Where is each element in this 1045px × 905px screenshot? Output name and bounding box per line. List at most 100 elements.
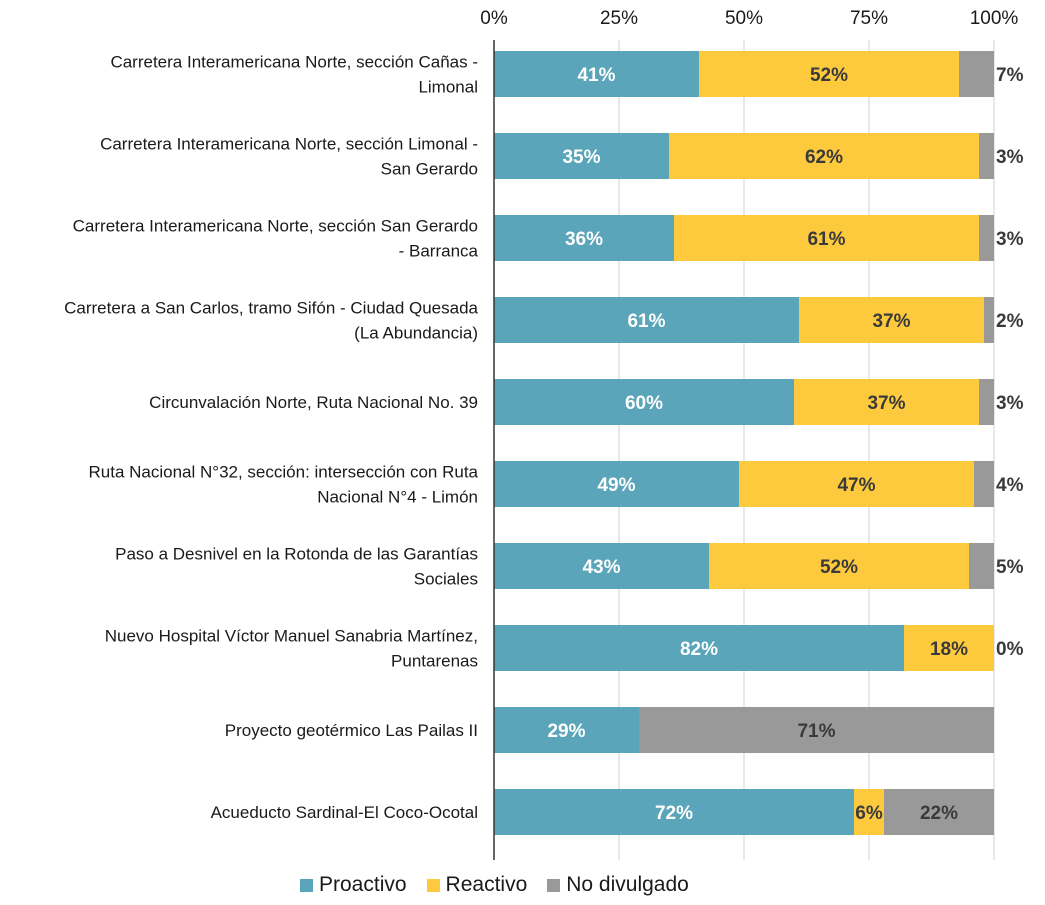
legend-swatch-proactivo — [300, 878, 313, 892]
category-label: Paso a Desnivel en la Rotonda de las Gar… — [115, 545, 478, 589]
data-label: 3% — [996, 229, 1024, 250]
legend-item-no-divulgado: No divulgado — [547, 873, 689, 897]
category-label-line: Carretera Interamericana Norte, sección … — [100, 135, 478, 154]
category-label-line: Puntarenas — [391, 652, 478, 671]
data-label: 5% — [996, 557, 1024, 578]
data-label: 37% — [867, 393, 905, 414]
data-label: 72% — [655, 803, 693, 824]
data-label: 52% — [810, 65, 848, 86]
category-label-line: Sociales — [414, 570, 478, 589]
bar-segment — [959, 51, 994, 97]
bar-segment — [979, 133, 994, 179]
data-label: 61% — [807, 229, 845, 250]
legend-label-reactivo: Reactivo — [445, 873, 528, 896]
data-label: 18% — [930, 639, 968, 660]
bar-segment — [984, 297, 994, 343]
bar-segment — [494, 625, 904, 671]
x-tick-label: 0% — [480, 8, 508, 29]
bar-segment — [969, 543, 994, 589]
category-label: Carretera a San Carlos, tramo Sifón - Ci… — [64, 299, 478, 343]
x-tick-label: 50% — [725, 8, 763, 29]
category-label: Ruta Nacional N°32, sección: intersecció… — [89, 463, 479, 507]
legend-item-reactivo: Reactivo — [426, 873, 528, 897]
bar-segment — [709, 543, 969, 589]
data-label: 41% — [577, 65, 615, 86]
legend-label-proactivo: Proactivo — [319, 873, 407, 896]
data-label: 36% — [565, 229, 603, 250]
data-label: 22% — [920, 803, 958, 824]
category-label-line: Proyecto geotérmico Las Pailas II — [225, 721, 478, 740]
bar-segment — [674, 215, 979, 261]
legend-item-proactivo: Proactivo — [300, 873, 407, 897]
bar-segment — [494, 543, 709, 589]
data-label: 35% — [562, 147, 600, 168]
category-label-line: Carretera a San Carlos, tramo Sifón - Ci… — [64, 299, 478, 318]
category-label-line: Acueducto Sardinal-El Coco-Ocotal — [211, 803, 478, 822]
data-label: 49% — [597, 475, 635, 496]
legend: Proactivo Reactivo No divulgado — [300, 870, 689, 900]
category-label: Carretera Interamericana Norte, sección … — [73, 217, 479, 261]
bar-segment — [494, 51, 699, 97]
bar-segment — [979, 215, 994, 261]
bar-segment — [979, 379, 994, 425]
category-label-line: Circunvalación Norte, Ruta Nacional No. … — [149, 393, 478, 412]
data-label: 29% — [547, 721, 585, 742]
category-label-line: Nuevo Hospital Víctor Manuel Sanabria Ma… — [105, 627, 478, 646]
bar-segment — [494, 707, 639, 753]
category-label-line: Nacional N°4 - Limón — [317, 488, 478, 507]
data-label: 3% — [996, 147, 1024, 168]
bar-segment — [974, 461, 994, 507]
category-label-line: Ruta Nacional N°32, sección: intersecció… — [89, 463, 479, 482]
bar-segment — [494, 789, 854, 835]
x-tick-label: 100% — [970, 8, 1019, 29]
category-label: Carretera Interamericana Norte, sección … — [110, 53, 478, 97]
category-label: Circunvalación Norte, Ruta Nacional No. … — [149, 393, 478, 412]
category-label-line: San Gerardo — [381, 160, 478, 179]
data-label: 37% — [872, 311, 910, 332]
data-label: 43% — [582, 557, 620, 578]
legend-swatch-no-divulgado — [547, 878, 561, 892]
category-label-line: Paso a Desnivel en la Rotonda de las Gar… — [115, 545, 478, 564]
bar-segment — [669, 133, 979, 179]
category-label: Carretera Interamericana Norte, sección … — [100, 135, 478, 179]
bar-segment — [904, 625, 994, 671]
x-tick-label: 75% — [850, 8, 888, 29]
data-label: 62% — [805, 147, 843, 168]
bar-segment — [494, 133, 669, 179]
bar-segment — [494, 215, 674, 261]
data-label: 71% — [797, 721, 835, 742]
category-label: Acueducto Sardinal-El Coco-Ocotal — [211, 803, 478, 822]
data-label: 7% — [996, 65, 1024, 86]
category-label-line: Limonal — [418, 78, 478, 97]
bar-segment — [799, 297, 984, 343]
bar-segment — [494, 461, 739, 507]
category-label-line: Carretera Interamericana Norte, sección … — [73, 217, 478, 236]
data-label: 4% — [996, 475, 1024, 496]
bar-segment — [639, 707, 994, 753]
category-label: Proyecto geotérmico Las Pailas II — [225, 721, 478, 740]
data-label: 3% — [996, 393, 1024, 414]
data-label: 2% — [996, 311, 1024, 332]
bar-segment — [494, 379, 794, 425]
x-tick-label: 25% — [600, 8, 638, 29]
bar-segment — [854, 789, 884, 835]
data-label: 60% — [625, 393, 663, 414]
data-label: 82% — [680, 639, 718, 660]
data-label: 0% — [996, 639, 1024, 660]
bar-segment — [739, 461, 974, 507]
bar-segment — [494, 297, 799, 343]
category-label-line: - Barranca — [399, 242, 479, 261]
bar-segment — [884, 789, 994, 835]
stacked-bar-chart: 0% 25% 50% 75% 100% Carretera Interamericana … — [64, 8, 1024, 860]
legend-swatch-reactivo — [426, 878, 440, 892]
category-label-line: Carretera Interamericana Norte, sección … — [110, 53, 478, 72]
data-label: 6% — [855, 803, 883, 824]
category-label: Nuevo Hospital Víctor Manuel Sanabria Ma… — [105, 627, 478, 671]
bar-segment — [794, 379, 979, 425]
data-label: 47% — [837, 475, 875, 496]
category-label-line: (La Abundancia) — [354, 324, 478, 343]
legend-label-no-divulgado: No divulgado — [566, 873, 689, 896]
bar-segment — [699, 51, 959, 97]
data-label: 61% — [627, 311, 665, 332]
data-label: 52% — [820, 557, 858, 578]
